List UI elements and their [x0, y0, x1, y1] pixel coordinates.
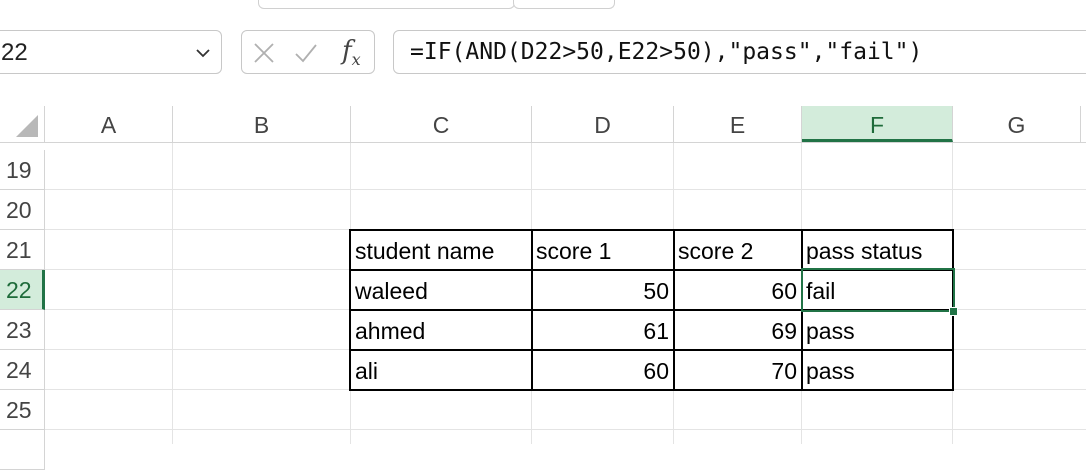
table-header-student-name[interactable]: student name [355, 238, 495, 264]
column-header-d[interactable]: D [532, 106, 674, 142]
table-border [350, 349, 954, 351]
table-cell-name[interactable]: waleed [355, 278, 428, 304]
column-header-b[interactable]: B [173, 106, 351, 142]
row-header-23[interactable]: 23 [0, 310, 45, 350]
row-header-21[interactable]: 21 [0, 230, 45, 270]
gridline [172, 143, 173, 444]
ribbon-control-left [258, 0, 515, 9]
table-cell-score2[interactable]: 70 [771, 358, 797, 384]
gridline [45, 189, 1086, 190]
table-border [531, 229, 533, 391]
table-cell-score1[interactable]: 61 [643, 318, 669, 344]
select-all-corner[interactable] [0, 106, 45, 143]
name-box-value: 22 [1, 39, 28, 66]
name-box[interactable]: 22 [0, 30, 222, 74]
gridline [45, 429, 1086, 430]
table-cell-name[interactable]: ahmed [355, 318, 426, 344]
table-border [350, 229, 954, 231]
table-border [350, 309, 954, 311]
column-header-row: A B C D E F G [0, 106, 1086, 143]
fx-icon[interactable]: fx [342, 36, 361, 70]
column-header-g[interactable]: G [953, 106, 1081, 142]
row-header-25[interactable]: 25 [0, 390, 45, 430]
column-header-f[interactable]: F [802, 106, 953, 142]
table-header-score-2[interactable]: score 2 [678, 238, 754, 264]
table-header-pass-status[interactable]: pass status [806, 238, 923, 264]
row-header-26[interactable] [0, 430, 45, 470]
checkmark-icon[interactable] [294, 41, 318, 65]
table-cell-score2[interactable]: 60 [771, 278, 797, 304]
select-all-triangle-icon [16, 115, 38, 137]
fill-handle[interactable] [949, 307, 958, 316]
x-icon[interactable] [252, 41, 276, 65]
ribbon-control-right [513, 0, 615, 9]
table-cell-score1[interactable]: 60 [643, 358, 669, 384]
table-cell-status[interactable]: pass [806, 318, 855, 344]
table-cell-status[interactable]: pass [806, 358, 855, 384]
column-header-e[interactable]: E [674, 106, 802, 142]
table-border [350, 389, 954, 391]
formula-buttons: fx [241, 30, 375, 74]
column-header-a[interactable]: A [45, 106, 173, 142]
row-header-24[interactable]: 24 [0, 350, 45, 390]
row-header-20[interactable]: 20 [0, 190, 45, 230]
table-cell-score1[interactable]: 50 [643, 278, 669, 304]
row-header-22[interactable]: 22 [0, 270, 45, 310]
ribbon-remnant [0, 0, 1086, 20]
table-border [673, 229, 675, 391]
table-cell-name[interactable]: ali [355, 358, 379, 384]
formula-text: =IF(AND(D22>50,E22>50),"pass","fail") [410, 39, 923, 65]
chevron-down-icon[interactable] [195, 45, 211, 61]
spreadsheet-grid: A B C D E F G 19 20 21 22 23 24 25 stude… [0, 84, 1086, 470]
table-cell-status[interactable]: fail [806, 278, 836, 304]
table-header-score-1[interactable]: score 1 [536, 238, 612, 264]
table-border [349, 229, 351, 391]
table-border [350, 269, 954, 271]
active-cell-selection[interactable] [801, 268, 955, 312]
formula-bar-area: 22 fx =IF(AND(D22>50,E22>50),"pass","fai… [0, 20, 1086, 84]
row-header-19[interactable]: 19 [0, 150, 45, 190]
formula-input[interactable]: =IF(AND(D22>50,E22>50),"pass","fail") [393, 30, 1086, 74]
column-header-c[interactable]: C [351, 106, 532, 142]
table-cell-score2[interactable]: 69 [771, 318, 797, 344]
